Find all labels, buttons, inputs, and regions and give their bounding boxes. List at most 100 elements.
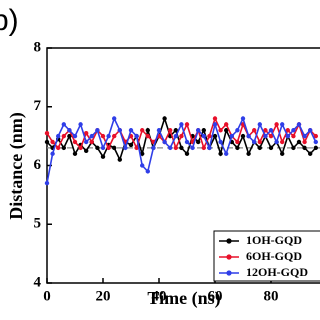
data-point	[274, 122, 279, 127]
legend-label: 12OH-GQD	[246, 265, 308, 279]
data-point	[84, 139, 89, 145]
data-point	[84, 148, 89, 154]
data-point	[61, 145, 66, 151]
data-point	[263, 133, 268, 139]
data-point	[179, 145, 184, 151]
data-point	[184, 122, 190, 127]
data-point	[268, 145, 274, 151]
data-point	[61, 122, 66, 127]
x-tick-label: 40	[152, 288, 167, 304]
data-point	[235, 128, 240, 133]
panel-label: b)	[0, 4, 19, 37]
data-point	[168, 128, 173, 133]
data-point	[190, 145, 195, 151]
data-point	[313, 145, 318, 151]
data-point	[240, 133, 246, 139]
data-point	[162, 139, 167, 145]
y-axis-title: Distance (nm)	[6, 112, 27, 219]
data-point	[89, 139, 95, 145]
data-point	[313, 139, 318, 145]
data-point	[134, 133, 139, 139]
data-point	[44, 180, 50, 186]
data-point	[252, 139, 257, 145]
data-point	[95, 128, 100, 133]
data-point	[302, 145, 307, 151]
data-point	[128, 142, 134, 148]
data-point	[179, 122, 184, 127]
data-point	[72, 151, 78, 156]
data-point	[100, 154, 106, 159]
data-point	[156, 128, 162, 133]
data-point	[173, 128, 178, 133]
data-point	[257, 122, 262, 127]
data-point	[268, 128, 274, 133]
data-point	[95, 145, 100, 151]
data-point	[134, 145, 139, 151]
data-point	[196, 128, 201, 133]
data-point	[280, 122, 285, 127]
data-point	[106, 145, 111, 151]
data-point	[44, 130, 50, 136]
legend-label: 1OH-GQD	[246, 233, 302, 247]
data-point	[224, 128, 229, 133]
data-point	[184, 151, 190, 156]
data-point	[212, 133, 218, 139]
y-tick-label: 5	[34, 216, 42, 232]
data-point	[257, 139, 262, 145]
data-point	[168, 145, 173, 151]
data-point	[274, 139, 279, 145]
data-point	[235, 145, 240, 151]
data-point	[308, 151, 313, 156]
legend-marker	[226, 238, 232, 244]
data-point	[207, 145, 212, 151]
data-point	[50, 151, 55, 156]
data-point	[207, 133, 212, 139]
y-tick-label: 6	[34, 157, 42, 173]
data-point	[184, 139, 190, 145]
data-point	[140, 151, 145, 156]
data-point	[162, 116, 167, 121]
data-point	[112, 116, 117, 121]
data-point	[257, 145, 262, 151]
data-point	[246, 151, 251, 156]
data-point	[263, 128, 268, 133]
data-point	[240, 116, 246, 121]
data-point	[268, 133, 274, 139]
data-point	[145, 128, 150, 133]
data-point	[89, 133, 95, 139]
data-point	[56, 145, 61, 151]
y-tick-label: 8	[34, 39, 42, 55]
data-point	[224, 151, 229, 156]
data-point	[246, 133, 251, 139]
data-point	[50, 139, 55, 145]
data-point	[61, 133, 66, 139]
x-tick-label: 20	[96, 288, 111, 304]
data-point	[173, 145, 178, 151]
x-tick-label: 0	[43, 288, 51, 304]
data-point	[112, 145, 117, 151]
data-point	[285, 128, 290, 133]
y-tick-label: 4	[34, 274, 42, 290]
data-point	[313, 133, 318, 139]
data-point	[296, 139, 302, 145]
x-tick-label: 80	[264, 288, 279, 304]
data-point	[56, 133, 61, 139]
data-point	[67, 128, 72, 133]
legend-marker	[226, 270, 232, 276]
legend-label: 6OH-GQD	[246, 249, 302, 263]
data-point	[218, 151, 223, 156]
x-tick-label: 60	[208, 288, 223, 304]
legend-marker	[226, 254, 232, 260]
data-point	[302, 139, 307, 145]
data-point	[100, 145, 106, 151]
data-point	[72, 139, 78, 145]
x-axis-title: Time (ns)	[147, 288, 220, 309]
data-point	[201, 145, 206, 151]
data-point	[201, 133, 206, 139]
data-point	[123, 145, 128, 151]
data-point	[117, 157, 123, 162]
data-point	[218, 139, 223, 145]
data-point	[112, 133, 117, 139]
data-point	[280, 139, 285, 145]
